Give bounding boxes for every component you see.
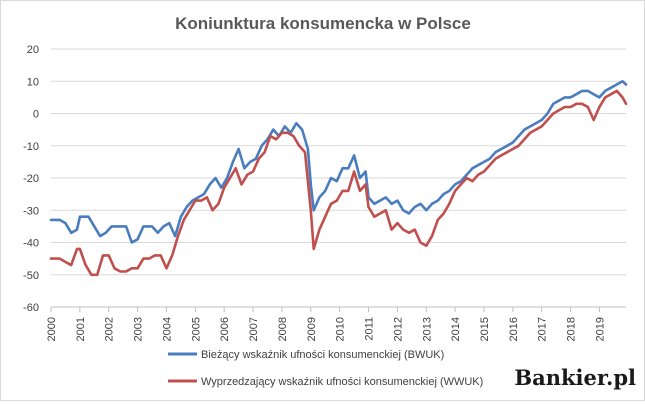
y-tick-label: 20 xyxy=(27,44,39,56)
x-tick-label: 2012 xyxy=(392,317,404,341)
y-tick-label: -30 xyxy=(23,205,39,217)
bankier-logo: Bankier.pl xyxy=(514,365,636,390)
legend-label: Bieżący wskaźnik ufności konsumenckiej (… xyxy=(201,349,444,361)
x-tick-label: 2016 xyxy=(508,317,520,341)
x-tick-label: 2003 xyxy=(133,317,145,341)
series-line-wwuk xyxy=(49,89,628,277)
x-tick-label: 2015 xyxy=(479,317,491,341)
y-tick-label: 0 xyxy=(33,109,39,121)
x-tick-label: 2014 xyxy=(450,317,462,341)
y-tick-label: -20 xyxy=(23,173,39,185)
series-lines xyxy=(49,80,628,277)
x-tick-label: 2000 xyxy=(46,317,58,341)
y-tick-label: 10 xyxy=(27,76,39,88)
x-tick-label: 2011 xyxy=(364,317,376,341)
x-tick-label: 2019 xyxy=(594,317,606,341)
y-tick-label: -60 xyxy=(23,302,39,314)
x-tick-label: 2010 xyxy=(335,317,347,341)
x-tick-label: 2013 xyxy=(421,317,433,341)
legend: Bieżący wskaźnik ufności konsumenckiej (… xyxy=(168,349,483,388)
x-tick-label: 2001 xyxy=(75,317,87,341)
x-tick-label: 2017 xyxy=(537,317,549,341)
x-tick-label: 2018 xyxy=(566,317,578,341)
x-tick-label: 2005 xyxy=(190,317,202,341)
y-axis-ticks: 20 10 0 -10 -20 -30 -40 -50 -60 xyxy=(23,44,39,314)
x-tick-label: 2002 xyxy=(104,317,116,341)
y-tick-label: -40 xyxy=(23,238,39,250)
chart-title: Koniunktura konsumencka w Polsce xyxy=(175,14,471,33)
x-axis-ticks: 2000 2001 2002 2003 2004 2005 2006 2007 2008 2009… xyxy=(46,307,606,341)
x-tick-label: 2006 xyxy=(219,317,231,341)
x-tick-label: 2007 xyxy=(248,317,260,341)
x-tick-label: 2008 xyxy=(277,317,289,341)
x-tick-label: 2004 xyxy=(161,317,173,341)
legend-label: Wyprzedzający wskaźnik ufności konsumenc… xyxy=(201,376,483,388)
y-tick-label: -50 xyxy=(23,270,39,282)
y-tick-label: -10 xyxy=(23,141,39,153)
x-tick-label: 2009 xyxy=(306,317,318,341)
series-line-bwuk xyxy=(49,80,628,244)
